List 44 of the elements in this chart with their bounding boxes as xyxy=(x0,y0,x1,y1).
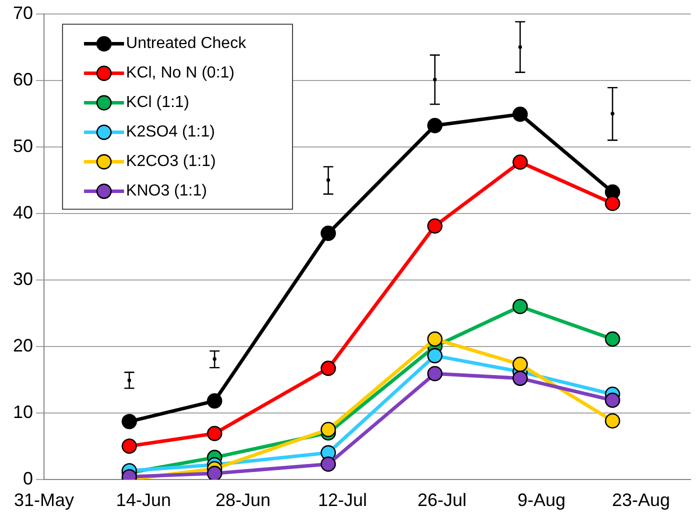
point xyxy=(427,331,443,347)
point xyxy=(320,360,336,376)
point xyxy=(206,426,222,442)
point xyxy=(604,196,620,212)
x-tick-label: 26-Jul xyxy=(417,490,466,510)
y-tick-label: 0 xyxy=(23,468,34,488)
point xyxy=(512,356,528,372)
point xyxy=(206,466,222,480)
point xyxy=(427,366,443,382)
legend-label: Untreated Check xyxy=(126,35,248,52)
point xyxy=(206,393,222,409)
x-tick-label: 28-Jun xyxy=(215,490,271,510)
point xyxy=(512,154,528,170)
point xyxy=(320,456,336,472)
point xyxy=(320,422,336,438)
point xyxy=(604,413,620,429)
y-tick-label: 10 xyxy=(12,402,34,422)
y-tick-label: 40 xyxy=(12,202,34,222)
y-tick-label: 30 xyxy=(12,268,34,289)
legend-label: K2CO3 (1:1) xyxy=(126,153,216,170)
point xyxy=(604,392,620,408)
point xyxy=(427,348,443,364)
point xyxy=(320,226,336,241)
legend-label: K2SO4 (1:1) xyxy=(126,124,215,141)
point xyxy=(122,414,137,430)
y-tick-label: 20 xyxy=(12,335,34,356)
point xyxy=(122,438,137,454)
legend-label: KCl (1:1) xyxy=(126,94,190,112)
x-tick-label: 9-Aug xyxy=(517,490,566,510)
y-tick-label: 70 xyxy=(12,2,34,23)
y-tick-label: 60 xyxy=(12,69,34,90)
point xyxy=(512,106,528,122)
point xyxy=(604,331,620,347)
x-tick-label: 23-Aug xyxy=(612,490,670,510)
x-tick-label: 14-Jun xyxy=(116,490,172,510)
x-tick-label: 12-Jul xyxy=(318,490,368,510)
legend-label: KCl, No N (0:1) xyxy=(126,64,234,82)
point xyxy=(512,298,528,314)
point xyxy=(427,218,443,234)
y-tick-label: 50 xyxy=(12,136,34,156)
point xyxy=(427,118,443,134)
point xyxy=(512,370,528,386)
legend-label: KNO3 (1:1) xyxy=(126,182,207,200)
x-tick-label: 31-May xyxy=(14,490,74,510)
